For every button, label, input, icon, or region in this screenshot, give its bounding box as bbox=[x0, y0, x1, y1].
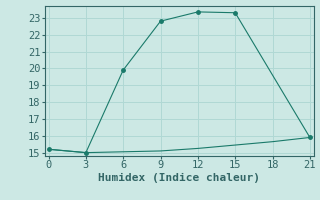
X-axis label: Humidex (Indice chaleur): Humidex (Indice chaleur) bbox=[98, 173, 260, 183]
